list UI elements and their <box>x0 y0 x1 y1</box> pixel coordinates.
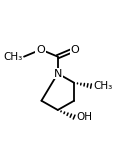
Text: OH: OH <box>77 112 93 122</box>
Text: O: O <box>36 45 45 55</box>
Text: O: O <box>71 45 80 55</box>
Text: CH₃: CH₃ <box>4 52 23 62</box>
Text: CH₃: CH₃ <box>94 81 113 91</box>
Text: N: N <box>54 69 62 79</box>
